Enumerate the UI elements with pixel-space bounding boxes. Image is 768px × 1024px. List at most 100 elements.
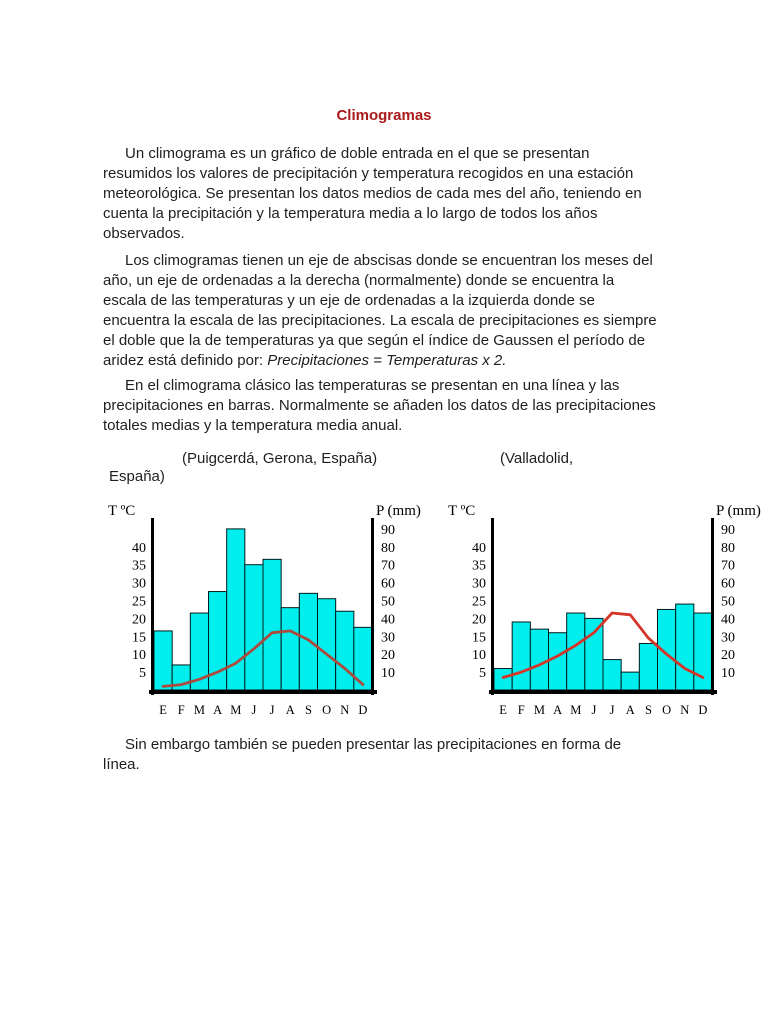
month-label: F [178, 703, 185, 717]
month-label: O [322, 703, 331, 717]
month-label: J [270, 703, 275, 717]
month-label: M [570, 703, 581, 717]
precip-tick-label: 90 [381, 523, 395, 538]
month-label: M [194, 703, 205, 717]
temperature-line [161, 629, 365, 688]
temp-tick-label: 5 [479, 666, 486, 681]
paragraph-intro: Un climograma es un gráfico de doble ent… [103, 145, 642, 242]
precip-tick-label: 10 [721, 666, 735, 681]
temp-axis [151, 518, 154, 695]
page-title: Climogramas [336, 107, 432, 124]
precip-bar-J5 [244, 564, 264, 691]
month-label: F [518, 703, 525, 717]
precip-axis [371, 518, 374, 695]
caption-puigcerda: (Puigcerdá, Gerona, España) [182, 450, 378, 467]
precip-bar-A7 [620, 671, 640, 691]
month-label: M [230, 703, 241, 717]
temp-tick-label: 40 [132, 541, 146, 556]
month-label: E [499, 703, 507, 717]
month-axis [149, 690, 377, 694]
precip-tick-label: 70 [721, 559, 735, 574]
temp-tick-label: 10 [472, 648, 486, 663]
temp-axis-title: T ºC [108, 503, 135, 519]
month-label: D [358, 703, 367, 717]
precip-bar-A3 [548, 632, 568, 691]
precip-bar-M2 [529, 628, 550, 691]
month-label: A [286, 703, 295, 717]
month-label: J [591, 703, 596, 717]
temp-tick-label: 20 [472, 612, 486, 627]
caption-valladolid-line1: (Valladolid, [500, 450, 574, 467]
precip-tick-label: 90 [721, 523, 735, 538]
month-label: M [534, 703, 545, 717]
month-label: S [645, 703, 652, 717]
precip-bar-N10 [675, 603, 695, 691]
temp-tick-label: 15 [132, 630, 146, 645]
temp-tick-label: 20 [132, 612, 146, 627]
precip-bar-J6 [602, 659, 622, 691]
month-label: A [553, 703, 562, 717]
month-label: O [662, 703, 671, 717]
temp-tick-label: 25 [472, 595, 486, 610]
paragraph-classic: En el climograma clásico las temperatura… [103, 377, 656, 434]
precip-tick-label: 70 [381, 559, 395, 574]
precip-tick-label: 80 [721, 541, 735, 556]
precip-tick-label: 50 [721, 595, 735, 610]
precip-tick-label: 20 [381, 648, 395, 663]
temp-tick-label: 40 [472, 541, 486, 556]
temp-axis [491, 518, 494, 695]
precip-bar-N10 [335, 610, 355, 691]
precip-tick-label: 50 [381, 595, 395, 610]
precip-tick-label: 80 [381, 541, 395, 556]
paragraph-axes-text: Los climogramas tienen un eje de abscisa… [103, 252, 657, 369]
temp-tick-label: 5 [139, 666, 146, 681]
precip-bar-E0 [153, 630, 173, 691]
month-label: J [610, 703, 615, 717]
temp-tick-label: 15 [472, 630, 486, 645]
chart-captions: (Puigcerdá, Gerona, España) (Valladolid,… [103, 450, 703, 490]
month-label: J [251, 703, 256, 717]
precip-tick-label: 30 [381, 630, 395, 645]
precip-tick-label: 40 [381, 612, 395, 627]
precip-bar-F1 [511, 621, 531, 691]
month-label: N [340, 703, 349, 717]
month-label: S [305, 703, 312, 717]
month-axis [489, 690, 717, 694]
month-label: N [680, 703, 689, 717]
temp-tick-label: 35 [472, 559, 486, 574]
gaussen-formula: Precipitaciones = Temperaturas x 2. [267, 352, 507, 369]
caption-valladolid-line2: España) [109, 468, 165, 485]
precip-tick-label: 10 [381, 666, 395, 681]
month-label: A [626, 703, 635, 717]
precip-tick-label: 40 [721, 612, 735, 627]
temp-tick-label: 30 [472, 577, 486, 592]
month-label: E [159, 703, 167, 717]
temp-tick-label: 10 [132, 648, 146, 663]
temp-tick-label: 30 [132, 577, 146, 592]
precip-axis-title: P (mm) [716, 503, 761, 519]
temp-tick-label: 35 [132, 559, 146, 574]
precip-tick-label: 60 [721, 577, 735, 592]
precip-bar-S8 [638, 642, 659, 691]
paragraph-closing: Sin embargo también se pueden presentar … [103, 736, 622, 773]
month-label: A [213, 703, 222, 717]
precip-bar-O9 [317, 598, 337, 691]
temperature-line [501, 611, 705, 679]
precip-tick-label: 20 [721, 648, 735, 663]
paragraph-axes: Los climogramas tienen un eje de abscisa… [103, 251, 661, 371]
precip-axis [711, 518, 714, 695]
temp-axis-title: T ºC [448, 503, 475, 519]
precip-bar-J5 [584, 617, 604, 691]
month-label: D [698, 703, 707, 717]
precip-bar-E0 [493, 668, 513, 691]
temp-tick-label: 25 [132, 595, 146, 610]
precip-bar-A7 [280, 607, 300, 691]
precip-tick-label: 30 [721, 630, 735, 645]
precip-bar-J6 [262, 558, 282, 691]
precip-tick-label: 60 [381, 577, 395, 592]
precip-bar-M4 [566, 612, 586, 691]
precip-axis-title: P (mm) [376, 503, 421, 519]
